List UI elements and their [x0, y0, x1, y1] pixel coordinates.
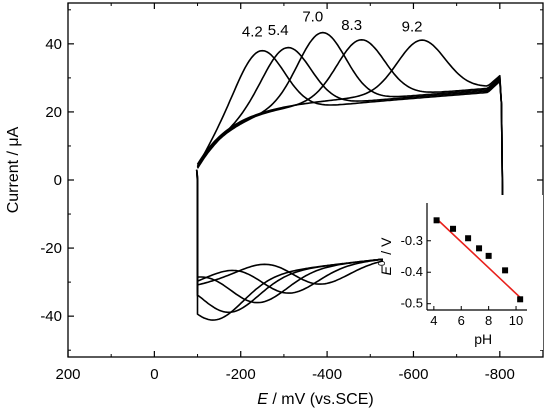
x-tick-label: -800: [485, 366, 515, 383]
peak-label: 9.2: [402, 19, 423, 36]
inset-y-title-main: E: [378, 265, 394, 275]
y-tick-label: 20: [45, 104, 62, 121]
inset-x-tick-label: 6: [458, 313, 465, 328]
inset-y-title-sup: 0': [377, 259, 388, 267]
inset-x-tick-label: 10: [509, 313, 523, 328]
x-tick-label: -400: [312, 366, 342, 383]
y-axis-title: Current / μA: [5, 126, 22, 213]
inset-data-point: [502, 267, 509, 274]
peak-label: 5.4: [268, 22, 289, 39]
inset-data-point: [476, 245, 483, 252]
inset-plot: 4 6 8 10 -0.3 -0.4 -0.5 pH E0' / V: [377, 195, 543, 350]
x-tick-label: -600: [398, 366, 428, 383]
peak-label: 8.3: [341, 17, 362, 34]
inset-data-point: [485, 252, 492, 259]
y-tick-label: 40: [45, 36, 62, 53]
inset-data-point: [517, 296, 524, 303]
inset-data-point: [465, 235, 472, 242]
inset-data-point: [433, 217, 440, 224]
peak-label: 7.0: [302, 8, 323, 25]
x-tick-label: 200: [55, 366, 80, 383]
x-tick-label: -200: [226, 366, 256, 383]
inset-y-tick-label: -0.3: [401, 233, 423, 248]
inset-fit-line: [436, 218, 521, 298]
inset-data-point: [450, 225, 457, 232]
y-tick-label: 0: [54, 172, 62, 189]
x-axis-title-rest: / mV (vs.SCE): [268, 391, 374, 408]
x-tick-label: 0: [150, 366, 158, 383]
x-axis-title-italic: E: [257, 391, 268, 408]
inset-background: [383, 195, 543, 350]
peak-annotations: 4.2 5.4 7.0 8.3 9.2: [242, 8, 423, 40]
inset-y-tick-label: -0.4: [401, 264, 423, 279]
y-tick-label: -40: [40, 308, 62, 325]
inset-y-title-rest: / V: [378, 237, 394, 259]
inset-x-title: pH: [474, 331, 492, 347]
inset-x-tick-label: 8: [485, 313, 492, 328]
x-axis-title: E / mV (vs.SCE): [257, 391, 373, 408]
inset-y-tick-label: -0.5: [401, 296, 423, 311]
y-tick-label: -20: [40, 240, 62, 257]
peak-label: 4.2: [242, 24, 263, 41]
inset-x-tick-label: 4: [430, 313, 437, 328]
inset-y-title: E0' / V: [377, 237, 394, 275]
